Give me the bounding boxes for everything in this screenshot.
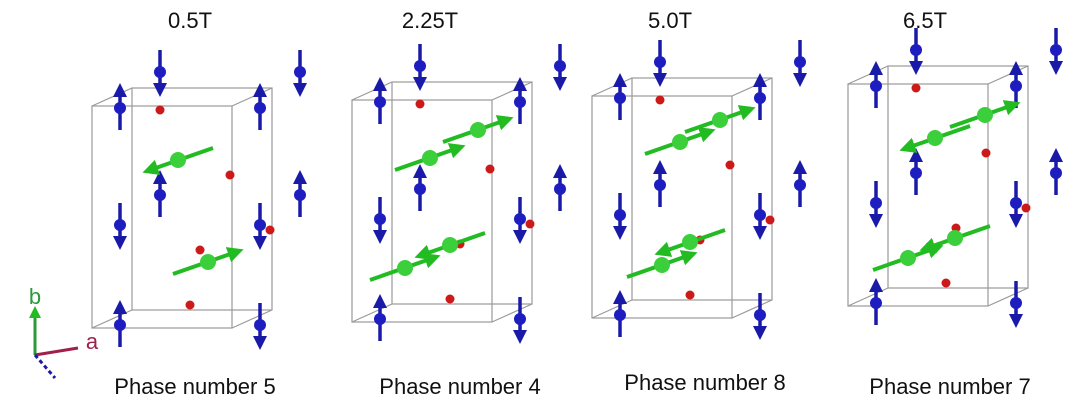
field-label: 2.25T [402,8,458,33]
green-spin [173,252,236,274]
green-spin [907,126,970,148]
phase-label: Phase number 8 [624,370,785,395]
field-label: 6.5T [903,8,947,33]
axis-indicator: b a [29,284,99,379]
axis-b-label: b [29,284,41,309]
green-spin [395,148,458,170]
field-label: 5.0T [648,8,692,33]
green-spin [685,110,748,132]
green-spin [627,255,690,277]
phase-label: Phase number 5 [114,374,275,399]
panel-1: 0.5T Phase number 5 [91,8,306,399]
green-spin [645,132,708,154]
spins [374,44,566,341]
spins [114,50,306,347]
spins [870,28,1062,325]
field-label: 0.5T [168,8,212,33]
green-spin [443,120,506,142]
phase-label: Phase number 7 [869,374,1030,399]
panel-3: 5.0T Phase number 8 [591,8,806,395]
spins [614,40,806,337]
green-spin [422,233,485,255]
green-spin [662,230,725,252]
green-spin [873,248,936,270]
panel-2: 2.25T Phase number 4 [351,8,566,399]
green-spin [370,258,433,280]
phase-label: Phase number 4 [379,374,540,399]
green-spin [150,148,213,170]
axis-a-label: a [86,329,99,354]
green-spin [950,105,1013,127]
panel-4: 6.5T Phase number 7 [847,8,1062,399]
